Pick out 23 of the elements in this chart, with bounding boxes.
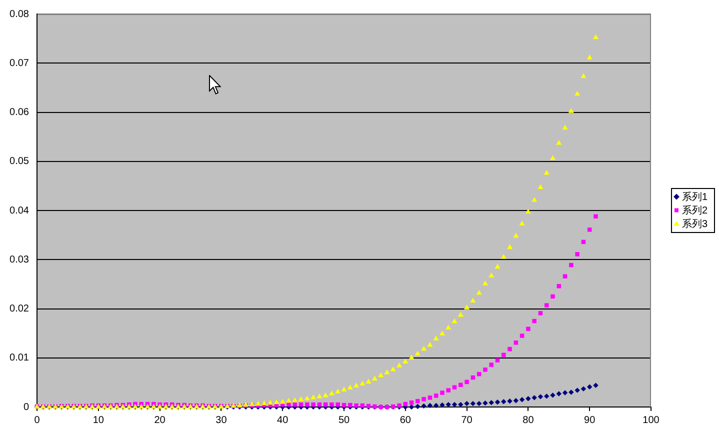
x-tick-label: 90 <box>584 414 596 426</box>
x-tick-label: 70 <box>461 414 473 426</box>
y-tick-label: 0 <box>23 402 30 413</box>
x-tick-label: 30 <box>216 414 228 426</box>
x-tick-label: 100 <box>642 414 660 426</box>
y-tick-label: 0.01 <box>10 352 30 364</box>
y-tick-label: 0.08 <box>10 8 30 20</box>
x-tick-label: 50 <box>338 414 350 426</box>
y-tick-label: 0.02 <box>10 304 30 314</box>
x-tick-label: 10 <box>92 414 104 426</box>
legend-label: 系列3 <box>682 218 708 230</box>
x-tick-label: 20 <box>154 414 166 426</box>
y-tick-label: 0.04 <box>10 205 30 216</box>
y-tick-label: 0.06 <box>10 107 30 118</box>
x-tick-label: 40 <box>277 414 289 426</box>
y-tick-label: 0.03 <box>10 254 30 266</box>
y-tick-label: 0.07 <box>10 58 30 69</box>
legend-label: 系列2 <box>682 204 708 216</box>
y-tick-label: 0.05 <box>10 156 30 168</box>
x-tick-label: 0 <box>34 414 40 426</box>
legend-label: 系列1 <box>682 191 708 203</box>
x-tick-label: 80 <box>522 414 534 426</box>
x-tick-label: 60 <box>400 414 412 426</box>
